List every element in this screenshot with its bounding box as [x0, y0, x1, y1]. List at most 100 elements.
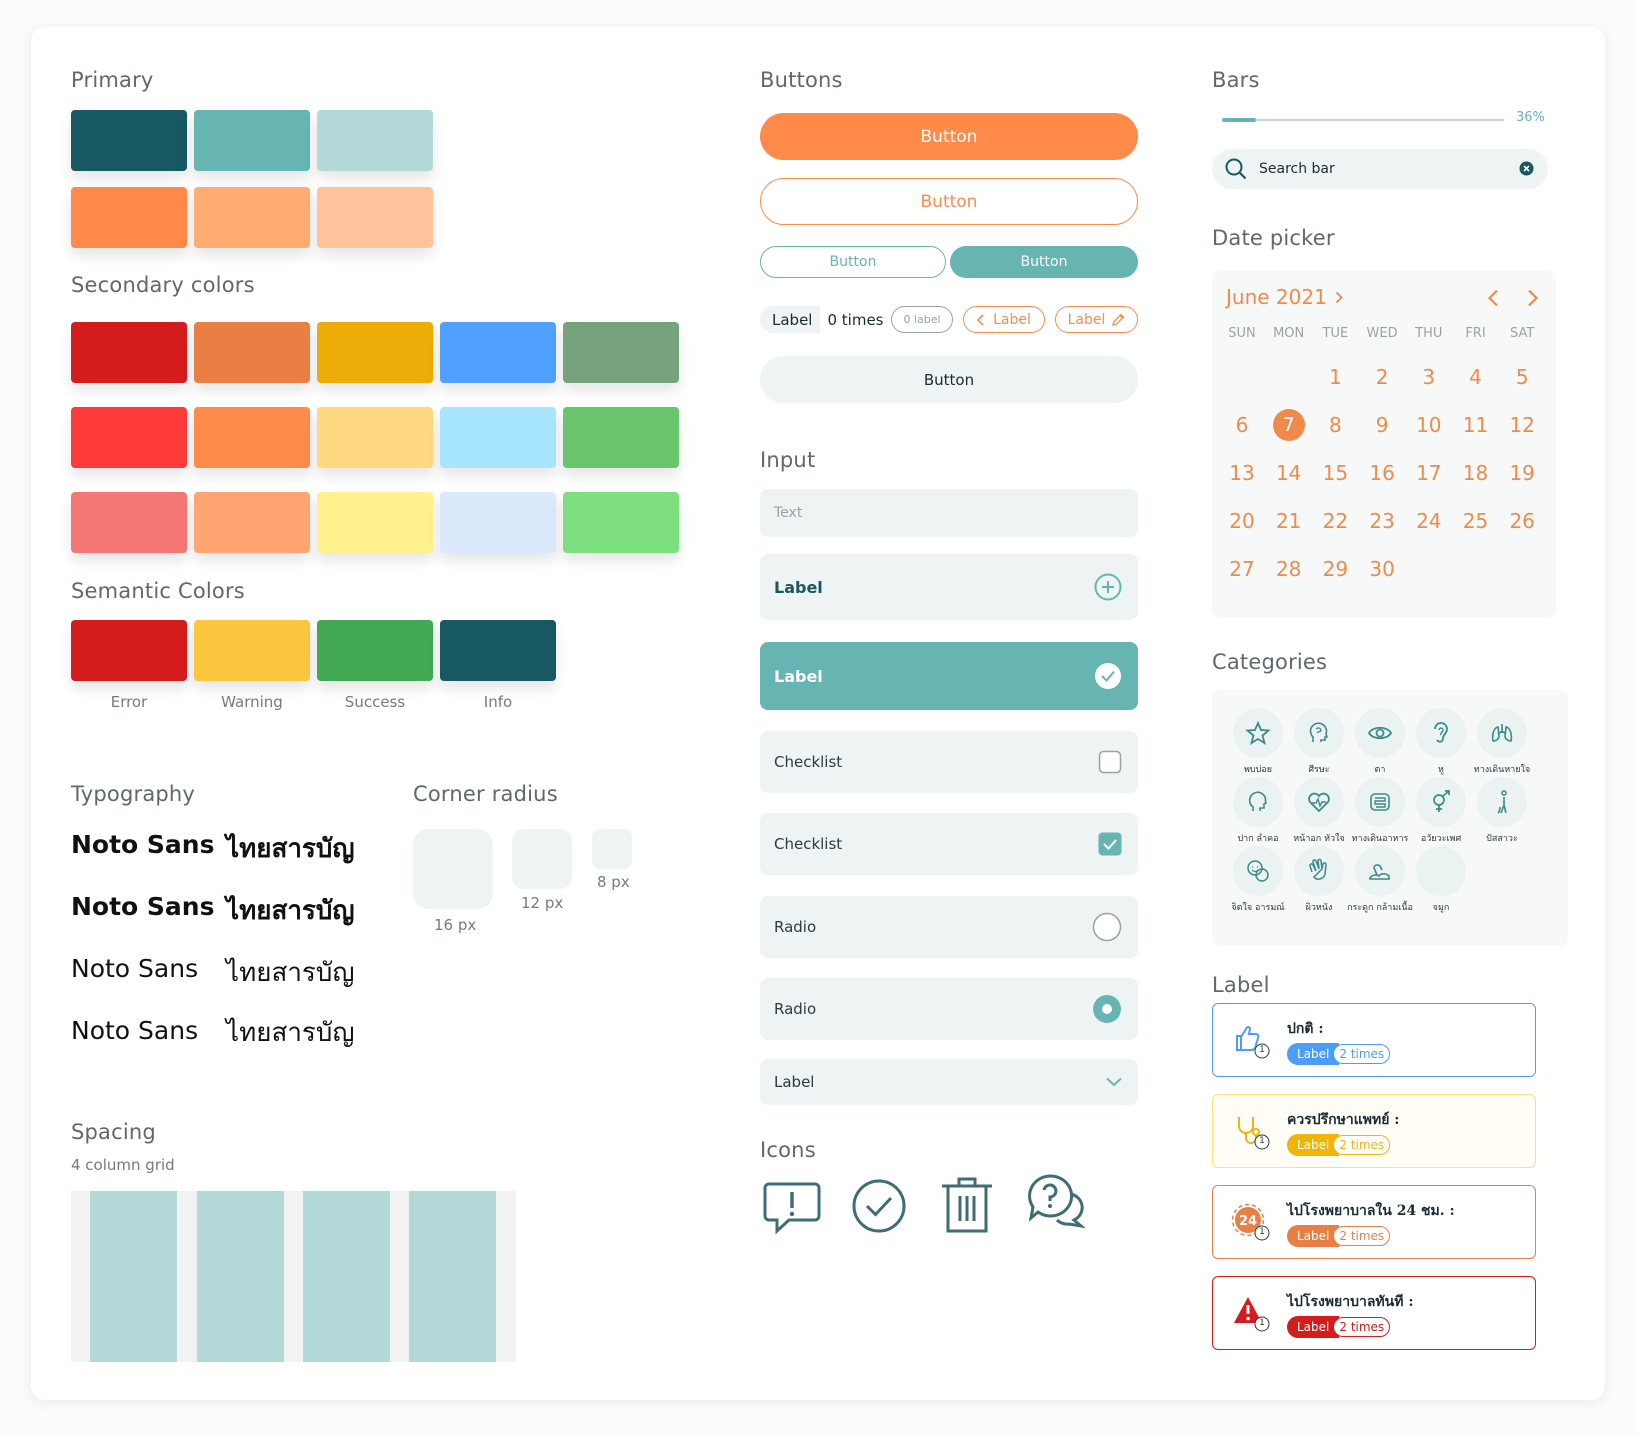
checklist-checked[interactable]: Checklist — [760, 813, 1138, 875]
day-cell[interactable]: 29 — [1322, 557, 1349, 581]
progress-fill — [1222, 118, 1256, 122]
label-selected-input[interactable]: Label — [760, 642, 1138, 710]
day-cell[interactable]: 14 — [1275, 461, 1302, 485]
category-star[interactable]: พบบ่อย — [1222, 708, 1294, 776]
small-filled-button[interactable]: Button — [950, 246, 1138, 278]
category-urine[interactable]: ปัสสาวะ — [1466, 777, 1538, 845]
category-hand[interactable]: ผิวหนัง — [1283, 846, 1355, 914]
typo-latin-2: Noto Sans — [71, 892, 215, 921]
day-cell[interactable]: 25 — [1462, 509, 1489, 533]
label-pill-text: Label — [1287, 1134, 1340, 1156]
grid-column — [409, 1191, 496, 1362]
outline-button[interactable]: Button — [760, 178, 1138, 225]
dropdown-select[interactable]: Label — [760, 1059, 1138, 1105]
category-label: ตา — [1374, 765, 1386, 775]
day-cell[interactable]: 20 — [1229, 509, 1255, 533]
day-cell[interactable]: 1 — [1329, 365, 1342, 389]
day-cell[interactable]: 18 — [1462, 461, 1489, 485]
day-cell[interactable]: 22 — [1322, 509, 1349, 533]
radio-filled-icon[interactable] — [1092, 994, 1122, 1024]
category-lungs[interactable]: ทางเดินหายใจ — [1466, 708, 1538, 776]
section-title-typography: Typography — [71, 782, 196, 806]
day-cell[interactable]: 21 — [1275, 509, 1302, 533]
checklist-unchecked-text: Checklist — [774, 753, 843, 771]
edit-label-chip[interactable]: Label — [1055, 306, 1138, 333]
typo-latin-1: Noto Sans — [71, 830, 215, 859]
weekday-label: FRI — [1465, 326, 1486, 341]
day-cell-selected[interactable]: 7 — [1269, 408, 1309, 442]
typo-latin-4: Noto Sans — [71, 1016, 199, 1045]
prev-month-icon[interactable] — [1487, 289, 1499, 307]
section-title-primary: Primary — [71, 68, 154, 92]
label-selected-text: Label — [774, 666, 823, 686]
category-eye[interactable]: ตา — [1344, 708, 1416, 776]
checklist-checked-text: Checklist — [774, 835, 843, 853]
search-bar[interactable]: Search bar — [1212, 149, 1548, 189]
progress-track — [1222, 118, 1504, 122]
day-cell[interactable]: 4 — [1469, 365, 1482, 389]
day-cell[interactable]: 13 — [1229, 461, 1255, 485]
neutral-button[interactable]: Button — [760, 356, 1138, 403]
day-cell[interactable]: 27 — [1229, 557, 1255, 581]
radio-unselected[interactable]: Radio — [760, 896, 1138, 958]
day-cell[interactable]: 16 — [1369, 461, 1395, 485]
check-circle-filled-icon[interactable] — [1094, 662, 1122, 690]
day-cell[interactable]: 11 — [1462, 413, 1489, 437]
label-card[interactable]: 24 1 ไปโรงพยาบาลใน 24 ชม. : Label 2 times — [1212, 1185, 1536, 1259]
day-cell[interactable]: 15 — [1322, 461, 1349, 485]
label-card[interactable]: 1 ควรปรึกษาแพทย์ : Label 2 times — [1212, 1094, 1536, 1168]
day-cell[interactable]: 12 — [1509, 413, 1535, 437]
day-cell[interactable]: 26 — [1509, 509, 1535, 533]
day-cell[interactable]: 23 — [1369, 509, 1395, 533]
secondary-swatch — [440, 492, 556, 553]
category-face[interactable]: ปาก ลำคอ — [1222, 777, 1294, 845]
label-pill-text: Label — [1287, 1043, 1340, 1065]
radio-selected[interactable]: Radio — [760, 978, 1138, 1040]
day-cell[interactable]: 8 — [1329, 413, 1342, 437]
day-cell[interactable]: 6 — [1235, 413, 1249, 437]
category-nose[interactable]: จมูก — [1405, 846, 1477, 914]
category-label: จมูก — [1432, 903, 1450, 913]
day-cell[interactable]: 30 — [1369, 557, 1395, 581]
category-ear[interactable]: หู — [1405, 708, 1477, 776]
primary-button[interactable]: Button — [760, 113, 1138, 160]
category-mood[interactable]: จิตใจ อารมณ์ — [1222, 846, 1294, 914]
radius-16-sample — [413, 829, 493, 909]
label-add-input[interactable]: Label — [760, 554, 1138, 620]
category-intestine[interactable]: ทางเดินอาหาร — [1344, 777, 1416, 845]
day-cell[interactable]: 2 — [1375, 365, 1389, 389]
small-outline-button[interactable]: Button — [760, 246, 946, 278]
day-cell[interactable]: 19 — [1509, 461, 1535, 485]
text-input[interactable]: Text — [760, 489, 1138, 537]
checkbox-empty-icon[interactable] — [1098, 750, 1122, 774]
spacing-grid — [71, 1191, 516, 1362]
day-cell[interactable]: 24 — [1416, 509, 1442, 533]
plus-circle-icon[interactable] — [1094, 573, 1122, 601]
radio-empty-icon[interactable] — [1092, 912, 1122, 942]
zero-label-chip[interactable]: 0 label — [891, 306, 953, 333]
category-gender[interactable]: อวัยวะเพศ — [1405, 777, 1477, 845]
category-heart[interactable]: หน้าอก หัวใจ — [1283, 777, 1355, 845]
day-cell[interactable]: 17 — [1416, 461, 1442, 485]
semantic-label: Success — [344, 693, 406, 711]
day-cell[interactable]: 10 — [1416, 413, 1442, 437]
clear-icon[interactable] — [1519, 161, 1534, 176]
chevron-down-icon[interactable] — [1106, 1077, 1122, 1087]
category-head[interactable]: ศีรษะ — [1283, 708, 1355, 776]
day-cell[interactable]: 28 — [1275, 557, 1302, 581]
back-label-chip[interactable]: Label — [963, 306, 1045, 333]
label-card[interactable]: 1 ปกติ : Label 2 times — [1212, 1003, 1536, 1077]
day-cell[interactable]: 5 — [1515, 365, 1529, 389]
next-month-icon[interactable] — [1527, 289, 1539, 307]
category-muscle[interactable]: กระดูก กล้ามเนื้อ — [1344, 846, 1416, 914]
month-selector[interactable]: June 2021 — [1226, 285, 1343, 309]
label-card[interactable]: 1 ไปโรงพยาบาลทันที : Label 2 times — [1212, 1276, 1536, 1350]
secondary-swatch — [563, 492, 679, 553]
category-label: จิตใจ อารมณ์ — [1231, 903, 1285, 913]
day-cell[interactable]: 3 — [1422, 365, 1436, 389]
checkbox-checked-icon[interactable] — [1098, 832, 1122, 856]
checklist-unchecked[interactable]: Checklist — [760, 731, 1138, 793]
day-cell[interactable]: 9 — [1375, 413, 1389, 437]
tag-label-count[interactable]: Label 0 times — [760, 306, 891, 333]
primary-swatch — [317, 187, 433, 248]
